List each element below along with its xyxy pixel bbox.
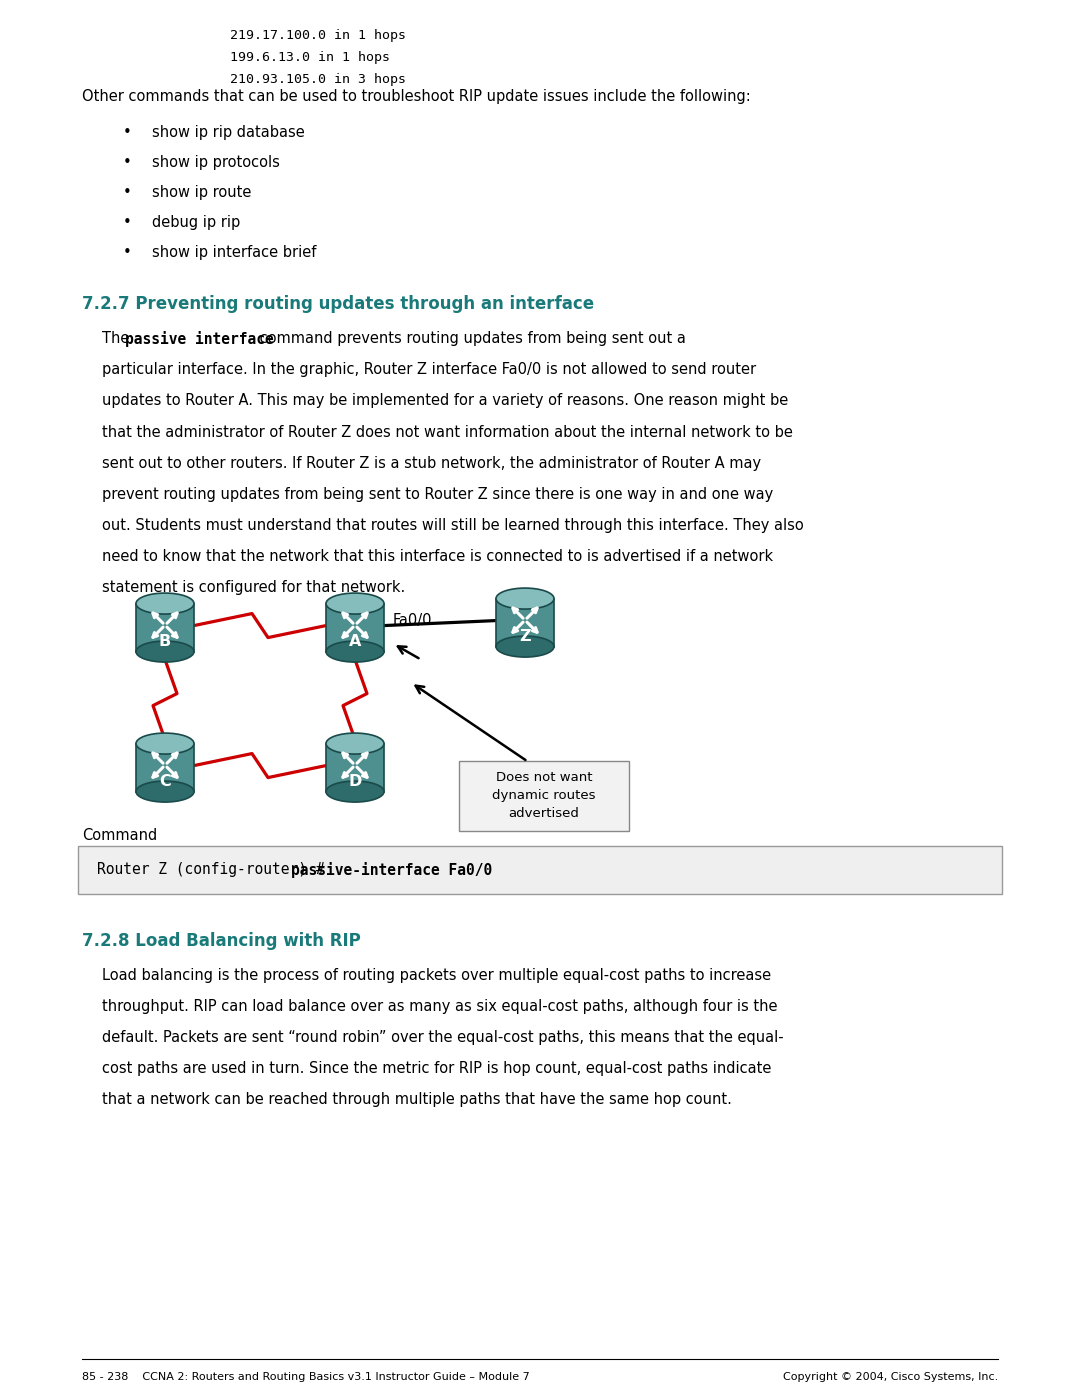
Text: cost paths are used in turn. Since the metric for RIP is hop count, equal-cost p: cost paths are used in turn. Since the m… xyxy=(102,1062,771,1076)
Text: •: • xyxy=(123,215,132,231)
Ellipse shape xyxy=(496,588,554,609)
Text: Copyright © 2004, Cisco Systems, Inc.: Copyright © 2004, Cisco Systems, Inc. xyxy=(783,1372,998,1382)
Polygon shape xyxy=(136,604,194,651)
Text: default. Packets are sent “round robin” over the equal-cost paths, this means th: default. Packets are sent “round robin” … xyxy=(102,1030,784,1045)
Text: statement is configured for that network.: statement is configured for that network… xyxy=(102,580,405,595)
Text: prevent routing updates from being sent to Router Z since there is one way in an: prevent routing updates from being sent … xyxy=(102,488,773,502)
Text: command prevents routing updates from being sent out a: command prevents routing updates from be… xyxy=(256,331,687,346)
Text: need to know that the network that this interface is connected to is advertised : need to know that the network that this … xyxy=(102,549,773,564)
Text: •: • xyxy=(123,244,132,260)
Text: 210.93.105.0 in 3 hops: 210.93.105.0 in 3 hops xyxy=(230,73,406,87)
Ellipse shape xyxy=(496,636,554,657)
Text: C: C xyxy=(159,774,171,788)
Text: show ip rip database: show ip rip database xyxy=(152,124,305,140)
Text: passive interface: passive interface xyxy=(125,331,274,346)
Ellipse shape xyxy=(136,733,194,754)
Text: show ip interface brief: show ip interface brief xyxy=(152,244,316,260)
FancyBboxPatch shape xyxy=(459,760,629,831)
Ellipse shape xyxy=(326,733,384,754)
Text: Command: Command xyxy=(82,827,158,842)
Text: B: B xyxy=(159,633,171,648)
Text: particular interface. In the graphic, Router Z interface Fa0/0 is not allowed to: particular interface. In the graphic, Ro… xyxy=(102,362,756,377)
Text: •: • xyxy=(123,155,132,170)
Text: passive-interface Fa0/0: passive-interface Fa0/0 xyxy=(291,862,492,877)
Polygon shape xyxy=(326,604,384,651)
Text: A: A xyxy=(349,633,361,648)
Ellipse shape xyxy=(326,781,384,802)
Text: •: • xyxy=(123,124,132,140)
Text: The: The xyxy=(102,331,134,346)
FancyBboxPatch shape xyxy=(78,845,1002,894)
Text: Load balancing is the process of routing packets over multiple equal-cost paths : Load balancing is the process of routing… xyxy=(102,968,771,982)
Text: Other commands that can be used to troubleshoot RIP update issues include the fo: Other commands that can be used to troub… xyxy=(82,89,751,103)
Ellipse shape xyxy=(136,781,194,802)
Polygon shape xyxy=(496,598,554,647)
Text: 7.2.7 Preventing routing updates through an interface: 7.2.7 Preventing routing updates through… xyxy=(82,295,594,313)
Text: 85 - 238    CCNA 2: Routers and Routing Basics v3.1 Instructor Guide – Module 7: 85 - 238 CCNA 2: Routers and Routing Bas… xyxy=(82,1372,530,1382)
Ellipse shape xyxy=(136,641,194,662)
Text: Z: Z xyxy=(519,629,530,644)
Text: out. Students must understand that routes will still be learned through this int: out. Students must understand that route… xyxy=(102,518,804,534)
Polygon shape xyxy=(136,743,194,792)
Ellipse shape xyxy=(326,594,384,615)
Text: that a network can be reached through multiple paths that have the same hop coun: that a network can be reached through mu… xyxy=(102,1092,732,1108)
Text: Router Z (config-router) #: Router Z (config-router) # xyxy=(97,862,324,877)
Text: •: • xyxy=(123,184,132,200)
Text: Does not want
dynamic routes
advertised: Does not want dynamic routes advertised xyxy=(492,771,596,820)
Polygon shape xyxy=(326,743,384,792)
Ellipse shape xyxy=(326,641,384,662)
Text: show ip route: show ip route xyxy=(152,184,252,200)
Text: Fa0/0: Fa0/0 xyxy=(393,612,432,627)
Text: D: D xyxy=(349,774,362,788)
Text: 219.17.100.0 in 1 hops: 219.17.100.0 in 1 hops xyxy=(230,29,406,42)
Text: sent out to other routers. If Router Z is a stub network, the administrator of R: sent out to other routers. If Router Z i… xyxy=(102,455,761,471)
Text: throughput. RIP can load balance over as many as six equal-cost paths, although : throughput. RIP can load balance over as… xyxy=(102,999,778,1014)
Text: updates to Router A. This may be implemented for a variety of reasons. One reaso: updates to Router A. This may be impleme… xyxy=(102,394,788,408)
Text: show ip protocols: show ip protocols xyxy=(152,155,280,170)
Text: 199.6.13.0 in 1 hops: 199.6.13.0 in 1 hops xyxy=(230,52,390,64)
Text: debug ip rip: debug ip rip xyxy=(152,215,240,231)
Text: 7.2.8 Load Balancing with RIP: 7.2.8 Load Balancing with RIP xyxy=(82,932,361,950)
Text: that the administrator of Router Z does not want information about the internal : that the administrator of Router Z does … xyxy=(102,425,793,440)
Ellipse shape xyxy=(136,594,194,615)
